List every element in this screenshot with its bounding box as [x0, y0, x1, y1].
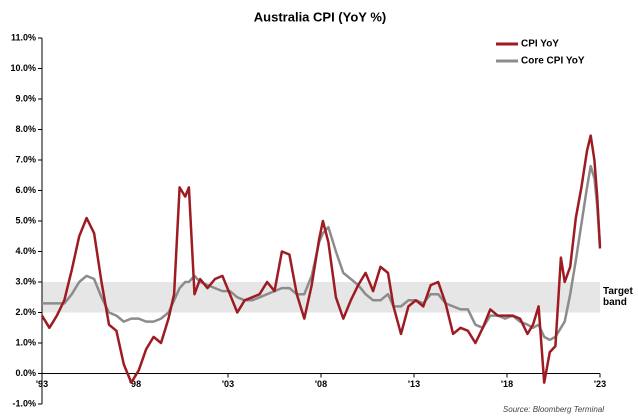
x-tick-label: '03	[222, 379, 234, 389]
y-tick-label: 9.0%	[15, 93, 36, 103]
y-tick-label: 5.0%	[15, 215, 36, 225]
y-tick-label: 7.0%	[15, 154, 36, 164]
legend-label: CPI YoY	[521, 39, 559, 50]
x-tick-label: '18	[501, 379, 513, 389]
y-tick-label: 0.0%	[15, 368, 36, 378]
y-tick-label: 1.0%	[15, 337, 36, 347]
series-line	[42, 164, 602, 342]
x-tick-label: '23	[594, 379, 606, 389]
x-tick-label: '98	[129, 379, 141, 389]
x-tick-label: '93	[36, 379, 48, 389]
y-tick-label: 2.0%	[15, 307, 36, 317]
y-tick-label: 8.0%	[15, 124, 36, 134]
band-label: Target band	[603, 286, 633, 309]
legend-label: Core CPI YoY	[521, 56, 585, 67]
y-tick-label: 11.0%	[11, 32, 36, 42]
y-tick-label: 10.0%	[10, 63, 36, 73]
y-tick-label: 4.0%	[15, 246, 36, 256]
target-band	[42, 282, 600, 313]
y-tick-label: 6.0%	[15, 185, 36, 195]
x-tick-label: '08	[315, 379, 327, 389]
y-tick-label: -1.0%	[12, 398, 36, 408]
chart-title: Australia CPI (YoY %)	[254, 9, 386, 24]
series-line	[40, 134, 602, 384]
y-tick-label: 3.0%	[15, 276, 36, 286]
x-tick-label: '13	[408, 379, 420, 389]
source: Source: Bloomberg Terminal	[503, 405, 604, 414]
